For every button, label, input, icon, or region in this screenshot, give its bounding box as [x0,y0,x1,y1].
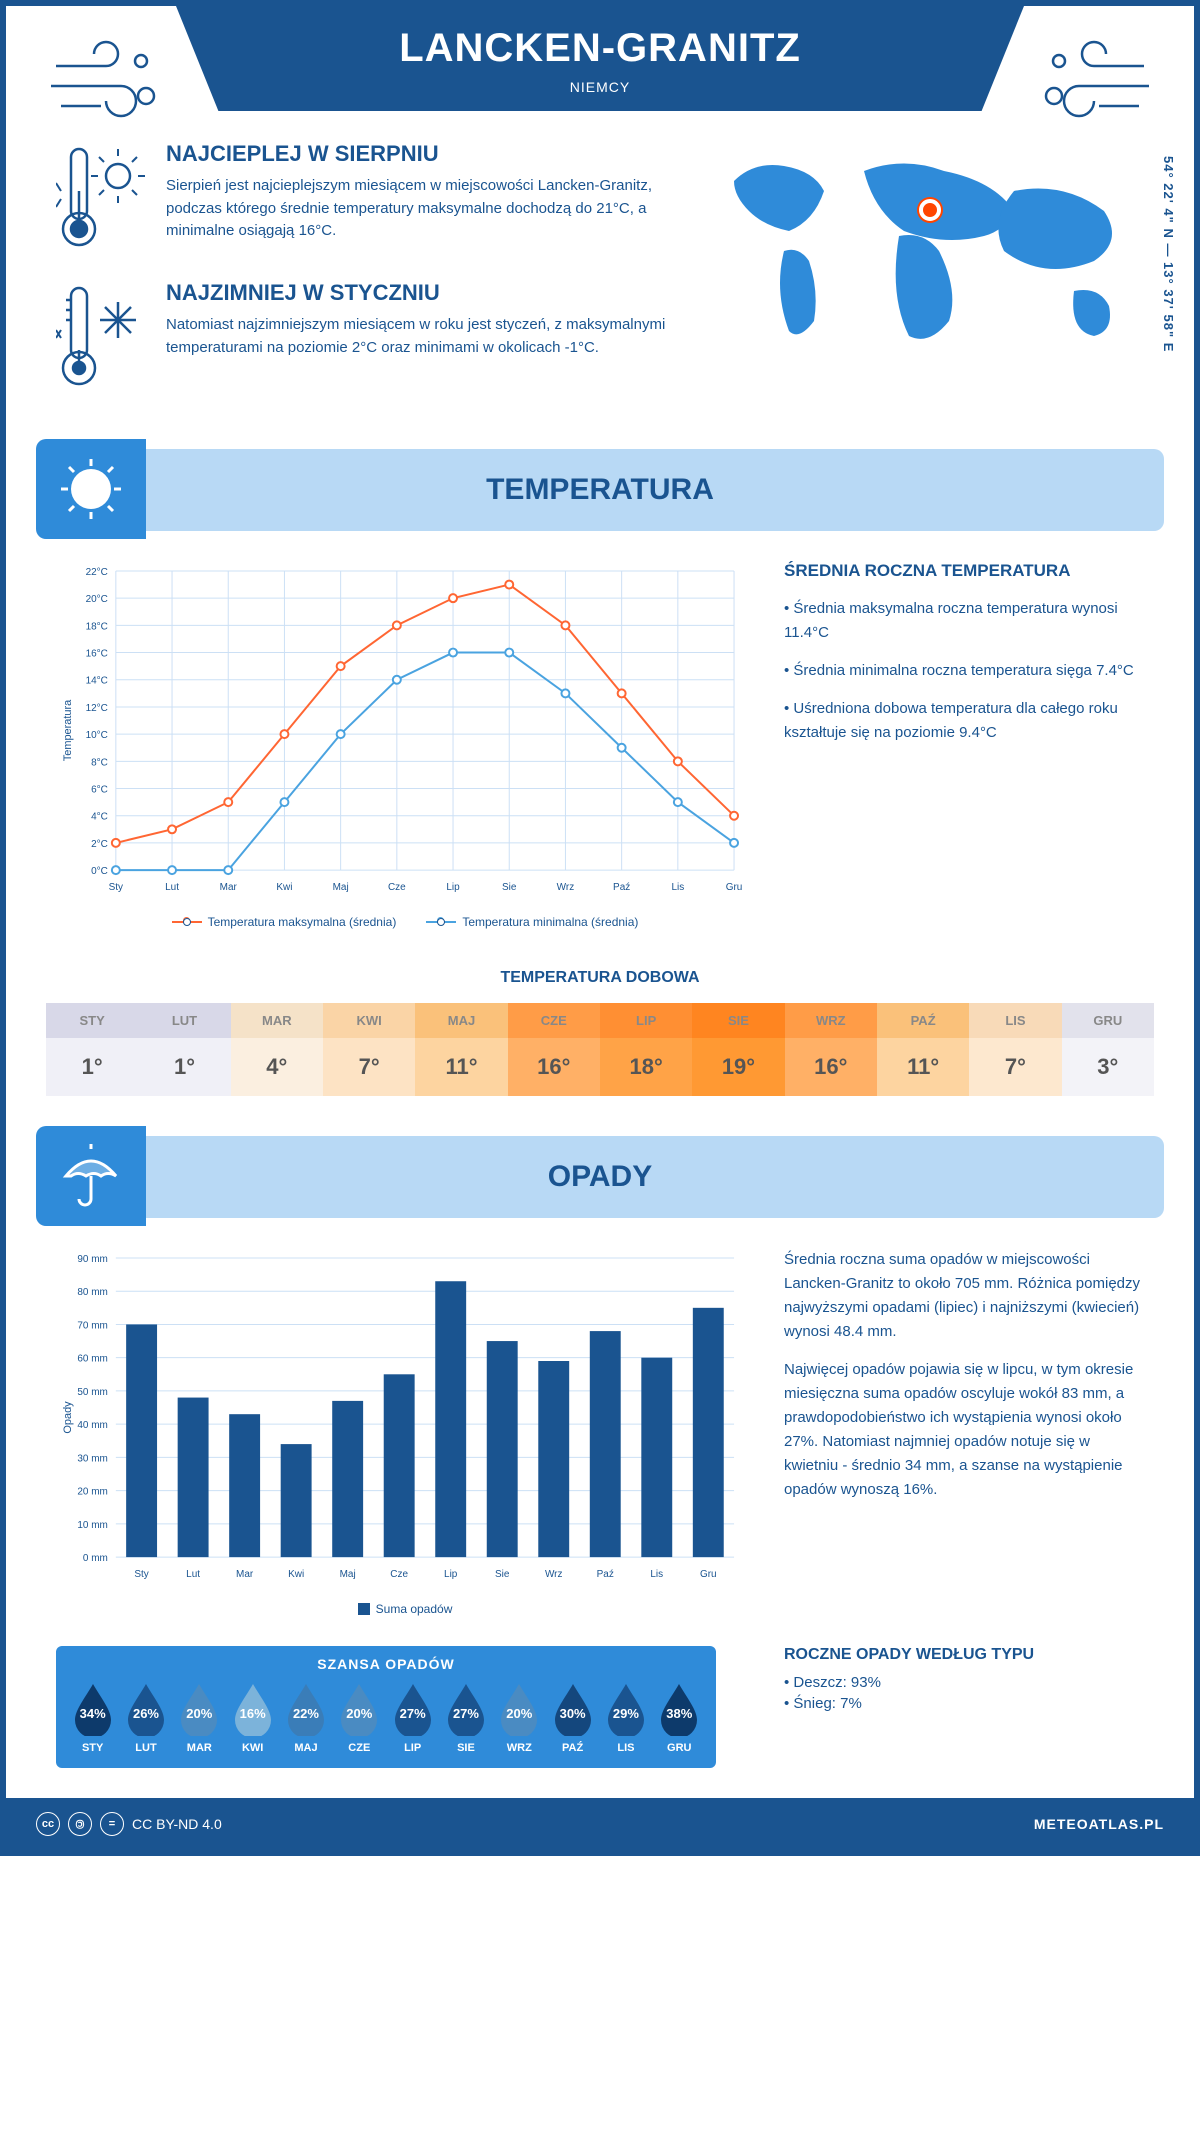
svg-text:80 mm: 80 mm [77,1287,107,1298]
svg-text:Lis: Lis [671,882,684,893]
temp-section-header: TEMPERATURA [36,449,1164,531]
wind-deco-left [46,36,166,131]
svg-text:10 mm: 10 mm [77,1520,107,1531]
svg-text:90 mm: 90 mm [77,1254,107,1265]
svg-text:Wrz: Wrz [545,1569,563,1580]
daily-temp-title: TEMPERATURA DOBOWA [6,969,1194,987]
sun-icon [36,439,146,539]
thermometer-snow-icon [56,280,146,395]
svg-text:Opady: Opady [62,1401,74,1434]
thermometer-sun-icon [56,141,146,256]
svg-text:0 mm: 0 mm [83,1553,108,1564]
svg-text:14°C: 14°C [86,676,108,687]
precip-p1: Średnia roczna suma opadów w miejscowośc… [784,1248,1144,1344]
svg-text:20°C: 20°C [86,594,108,605]
city-name: LANCKEN-GRANITZ [176,26,1024,71]
svg-text:Paź: Paź [613,882,630,893]
svg-text:Sty: Sty [109,882,123,893]
rain-chance-panel: SZANSA OPADÓW 34%STY26%LUT20%MAR16%KWI22… [56,1646,716,1768]
svg-text:Maj: Maj [340,1569,356,1580]
temperature-chart: 0°C 2°C 4°C 6°C 8°C 10°C 12°C 14°C 16°C 18°C 20°C 2… [56,561,754,900]
license-text: CC BY-ND 4.0 [132,1816,222,1832]
svg-text:Lip: Lip [444,1569,458,1580]
legend-min: Temperatura minimalna (średnia) [462,915,638,929]
svg-text:Cze: Cze [388,882,406,893]
svg-text:Temperatura: Temperatura [62,699,74,761]
svg-text:Paź: Paź [597,1569,614,1580]
temp-bullet-3: • Uśredniona dobowa temperatura dla całe… [784,697,1144,745]
svg-text:6°C: 6°C [91,785,108,796]
svg-text:16°C: 16°C [86,649,108,660]
svg-text:Wrz: Wrz [557,882,575,893]
svg-text:Lut: Lut [165,882,179,893]
svg-text:Sty: Sty [134,1569,148,1580]
svg-text:Gru: Gru [700,1569,717,1580]
svg-text:Cze: Cze [390,1569,408,1580]
world-map [704,141,1144,376]
precip-snow: • Śnieg: 7% [784,1695,1144,1712]
legend-precip: Suma opadów [376,1602,453,1616]
svg-text:Kwi: Kwi [288,1569,304,1580]
site-name: METEOATLAS.PL [1034,1816,1164,1832]
cold-title: NAJZIMNIEJ W STYCZNIU [166,280,674,306]
warm-title: NAJCIEPLEJ W SIERPNIU [166,141,674,167]
precip-rain: • Deszcz: 93% [784,1674,1144,1691]
svg-text:Kwi: Kwi [276,882,292,893]
header-banner: LANCKEN-GRANITZ NIEMCY [176,6,1024,111]
country-name: NIEMCY [176,79,1024,95]
cold-text: Natomiast najzimniejszym miesiącem w rok… [166,314,674,359]
svg-text:2°C: 2°C [91,839,108,850]
legend-max: Temperatura maksymalna (średnia) [208,915,397,929]
svg-text:0°C: 0°C [91,866,108,877]
svg-text:Maj: Maj [333,882,349,893]
map-pin [919,199,941,221]
svg-text:10°C: 10°C [86,730,108,741]
svg-text:Sie: Sie [495,1569,510,1580]
svg-text:20 mm: 20 mm [77,1487,107,1498]
cc-icon: cc [36,1812,60,1836]
svg-text:8°C: 8°C [91,757,108,768]
svg-text:18°C: 18°C [86,621,108,632]
svg-text:40 mm: 40 mm [77,1420,107,1431]
svg-text:12°C: 12°C [86,703,108,714]
precipitation-chart: 0 mm 10 mm 20 mm 30 mm 40 mm 50 mm 60 mm 70 mm 8… [56,1248,754,1587]
wind-deco-right [1034,36,1154,131]
svg-text:Lip: Lip [446,882,460,893]
svg-text:50 mm: 50 mm [77,1387,107,1398]
svg-text:Sie: Sie [502,882,517,893]
svg-text:4°C: 4°C [91,812,108,823]
footer: cc 🄯 = CC BY-ND 4.0 METEOATLAS.PL [6,1798,1194,1850]
precip-section-header: OPADY [36,1136,1164,1218]
svg-text:Mar: Mar [220,882,238,893]
daily-temp-table: STY1°LUT1°MAR4°KWI7°MAJ11°CZE16°LIP18°SI… [46,1003,1154,1096]
nd-icon: = [100,1812,124,1836]
svg-text:Gru: Gru [726,882,743,893]
temp-bullet-2: • Średnia minimalna roczna temperatura s… [784,659,1144,683]
svg-text:Lis: Lis [650,1569,663,1580]
temp-bullet-1: • Średnia maksymalna roczna temperatura … [784,597,1144,645]
precip-type-title: ROCZNE OPADY WEDŁUG TYPU [784,1646,1144,1664]
umbrella-icon [36,1126,146,1226]
by-icon: 🄯 [68,1812,92,1836]
svg-text:Lut: Lut [186,1569,200,1580]
precip-p2: Najwięcej opadów pojawia się w lipcu, w … [784,1358,1144,1502]
svg-text:60 mm: 60 mm [77,1354,107,1365]
svg-text:70 mm: 70 mm [77,1320,107,1331]
rain-chance-title: SZANSA OPADÓW [66,1656,706,1672]
svg-text:30 mm: 30 mm [77,1453,107,1464]
svg-text:22°C: 22°C [86,567,108,578]
warm-text: Sierpień jest najcieplejszym miesiącem w… [166,175,674,243]
svg-text:Mar: Mar [236,1569,254,1580]
temp-side-title: ŚREDNIA ROCZNA TEMPERATURA [784,561,1144,581]
